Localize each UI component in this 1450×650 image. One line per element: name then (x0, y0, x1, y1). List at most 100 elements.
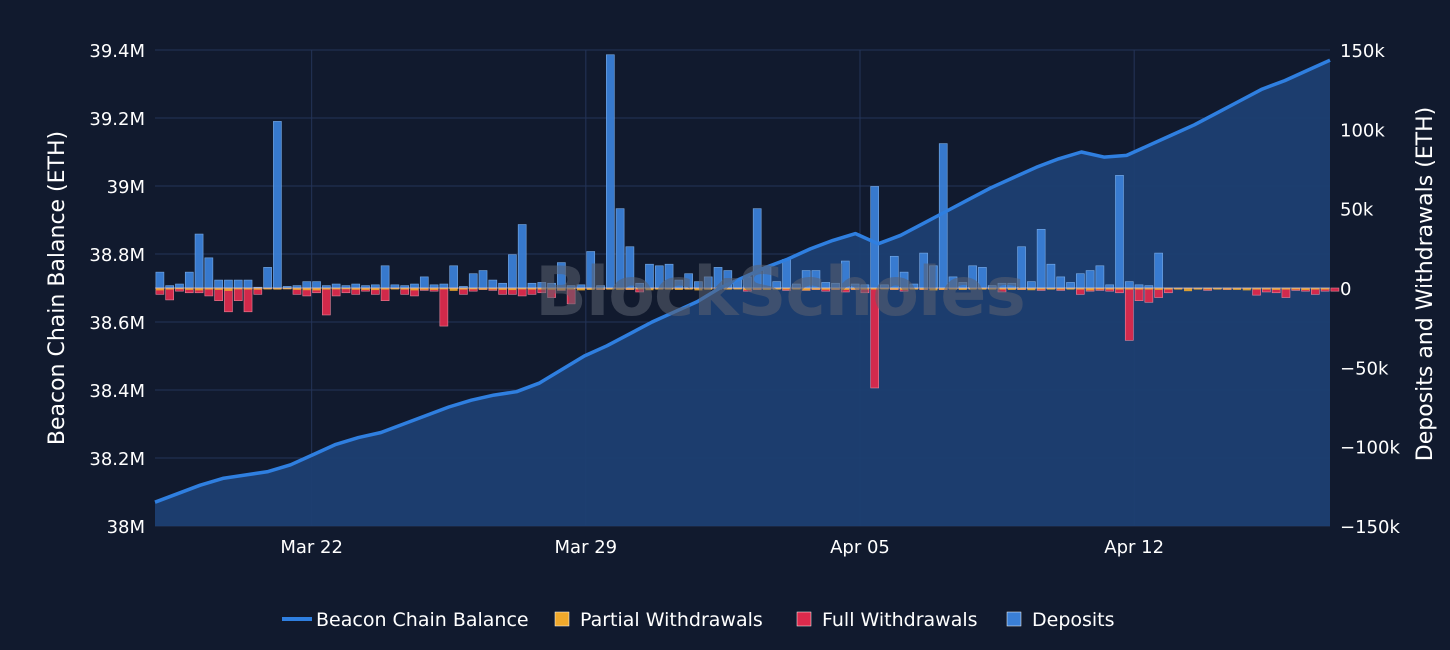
legend-item[interactable]: Beacon Chain Balance (282, 609, 529, 631)
partial-withdrawal-bar (733, 288, 742, 290)
partial-withdrawal-bar (273, 288, 282, 290)
partial-withdrawal-bar (1272, 288, 1281, 290)
deposit-bar (410, 283, 419, 289)
partial-withdrawal-bar (576, 288, 585, 291)
partial-withdrawal-bar (498, 288, 507, 290)
partial-withdrawal-bar (860, 288, 869, 290)
partial-withdrawal-bar (1252, 288, 1261, 290)
right-tick-label: 100k (1340, 120, 1385, 141)
partial-withdrawal-bar (919, 288, 928, 290)
x-tick-label: Mar 22 (280, 537, 343, 558)
partial-withdrawal-bar (606, 288, 615, 290)
legend-label: Deposits (1032, 609, 1115, 631)
deposit-bar (1115, 175, 1124, 289)
full-withdrawal-bar (1330, 287, 1340, 292)
partial-withdrawal-bar (195, 288, 204, 291)
partial-withdrawal-bar (1144, 288, 1153, 290)
deposit-bar (1046, 263, 1056, 289)
partial-withdrawal-bar (1242, 288, 1251, 291)
deposit-bar (380, 265, 390, 289)
left-axis-title: Beacon Chain Balance (ETH) (45, 131, 70, 445)
full-withdrawal-bar (165, 287, 174, 301)
partial-withdrawal-bar (851, 288, 860, 290)
partial-withdrawal-bar (1007, 288, 1016, 290)
full-withdrawal-bar (322, 287, 331, 316)
legend-swatch (796, 611, 812, 627)
deposit-bar (419, 276, 429, 289)
partial-withdrawal-bar (684, 288, 693, 290)
partial-withdrawal-bar (704, 288, 713, 290)
deposit-bar (155, 271, 165, 289)
deposit-bar (194, 233, 204, 289)
left-tick-label: 38.6M (89, 313, 145, 334)
partial-withdrawal-bar (890, 288, 899, 290)
legend-item[interactable]: Deposits (1006, 609, 1115, 631)
partial-withdrawal-bar (1017, 288, 1026, 290)
left-tick-label: 38M (107, 517, 145, 538)
partial-withdrawal-bar (616, 288, 625, 290)
partial-withdrawal-bar (743, 288, 752, 291)
deposit-bar (175, 283, 184, 289)
partial-withdrawal-bar (244, 288, 253, 290)
full-withdrawal-bar (224, 287, 233, 313)
deposit-bar (263, 267, 272, 289)
partial-withdrawal-bar (1232, 288, 1241, 290)
legend-label: Beacon Chain Balance (316, 609, 529, 631)
deposit-bar (1124, 281, 1134, 289)
partial-withdrawal-bar (508, 288, 517, 291)
deposit-bar (302, 281, 312, 289)
partial-withdrawal-bar (1046, 288, 1055, 290)
deposit-bar (1056, 276, 1066, 289)
partial-withdrawal-bar (1223, 288, 1232, 290)
left-tick-label: 38.4M (89, 381, 145, 402)
full-withdrawal-bar (439, 287, 449, 327)
partial-withdrawal-bar (802, 288, 811, 291)
deposit-bar (331, 283, 341, 289)
left-tick-label: 39.4M (89, 41, 145, 62)
partial-withdrawal-bar (312, 288, 321, 291)
partial-withdrawal-bar (1125, 288, 1134, 290)
partial-withdrawal-bar (1095, 288, 1104, 290)
partial-withdrawal-bar (625, 288, 634, 290)
x-tick-label: Apr 05 (830, 537, 890, 558)
legend[interactable]: Beacon Chain Balance Partial Withdrawals F… (282, 609, 1115, 631)
partial-withdrawal-bar (1154, 288, 1163, 290)
partial-withdrawal-bar (694, 288, 703, 291)
partial-withdrawal-bar (479, 288, 488, 290)
deposit-bar (351, 283, 361, 289)
legend-item[interactable]: Full Withdrawals (796, 609, 978, 631)
deposit-bar (273, 121, 282, 289)
deposit-bar (224, 279, 233, 289)
full-withdrawal-bar (1134, 287, 1144, 301)
deposit-bar (449, 265, 458, 289)
partial-withdrawal-bar (1115, 288, 1124, 290)
balance-area (155, 60, 1330, 526)
partial-withdrawal-bar (537, 288, 546, 290)
partial-withdrawal-bar (958, 288, 967, 290)
bars-layer (155, 54, 1340, 389)
partial-withdrawal-bar (988, 288, 997, 290)
partial-withdrawal-bar (1174, 288, 1183, 290)
deposit-bar (214, 279, 223, 289)
right-axis-title: Deposits and Withdrawals (ETH) (1413, 107, 1438, 461)
partial-withdrawal-bar (596, 288, 605, 290)
balance-area-layer (155, 60, 1330, 526)
deposit-bar (233, 279, 243, 289)
partial-withdrawal-bar (753, 288, 762, 290)
partial-withdrawal-bar (870, 288, 879, 290)
axis-ticks: 38M 38.2M 38.4M 38.6M 38.8M 39M 39.2M 39.4M −150… (89, 41, 1400, 558)
partial-withdrawal-bar (723, 288, 732, 290)
legend-item[interactable]: Partial Withdrawals (554, 609, 763, 631)
partial-withdrawal-bar (1281, 288, 1290, 290)
deposit-bar (468, 273, 478, 289)
legend-label: Full Withdrawals (822, 609, 978, 631)
partial-withdrawal-bar (351, 288, 360, 290)
deposit-bar (1027, 281, 1036, 289)
partial-withdrawal-bar (439, 288, 448, 290)
deposit-bar (1085, 270, 1095, 289)
deposit-bar (478, 270, 488, 289)
partial-withdrawal-bar (1291, 288, 1300, 290)
right-tick-label: 0 (1340, 279, 1351, 300)
deposit-bar (1154, 252, 1163, 289)
